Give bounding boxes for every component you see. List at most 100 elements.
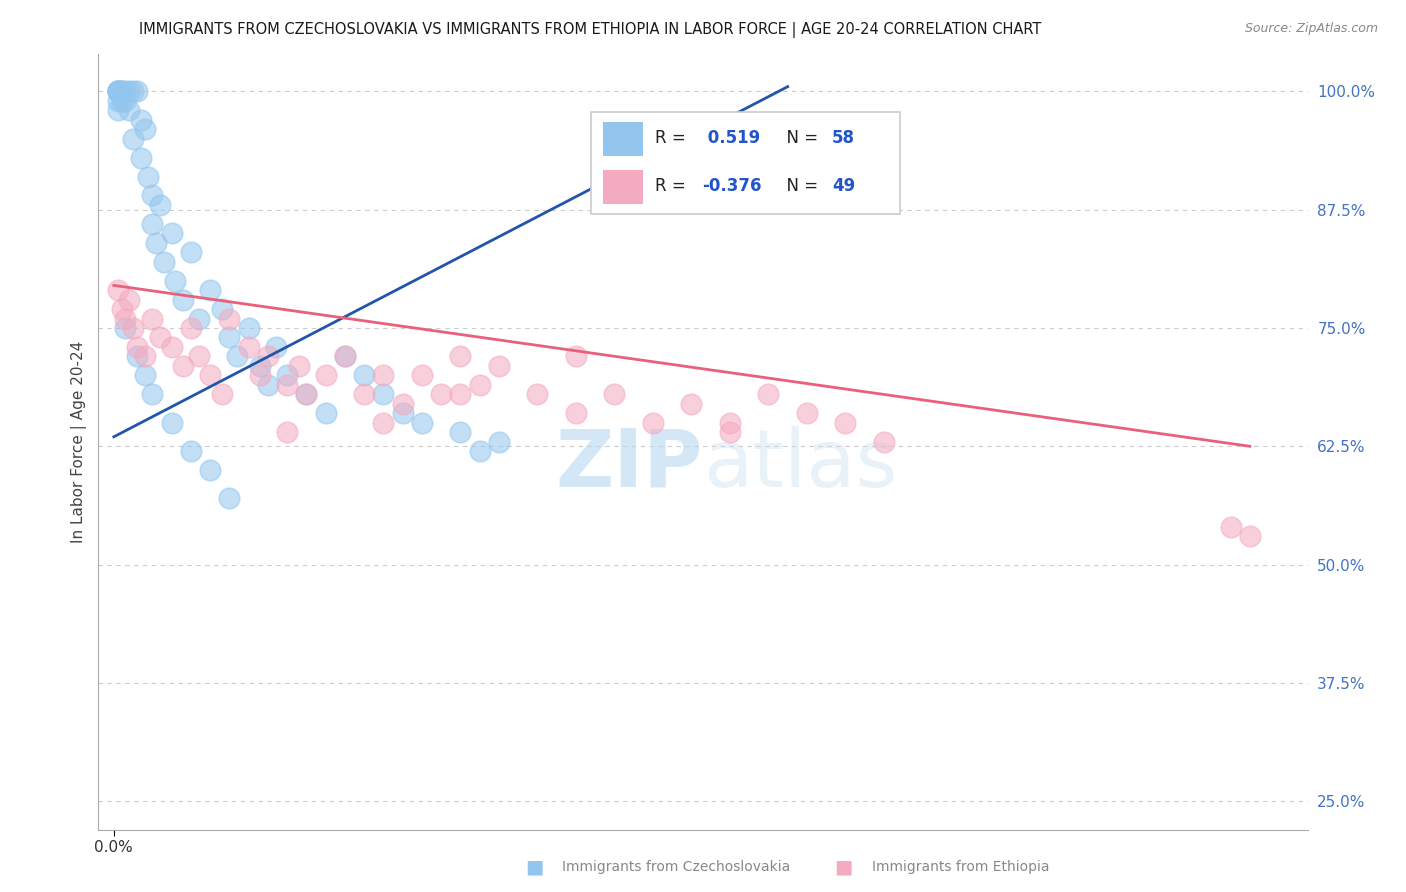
Point bbox=[603, 387, 626, 401]
Point bbox=[565, 350, 588, 364]
Point bbox=[165, 274, 187, 288]
Point bbox=[218, 311, 240, 326]
Point bbox=[373, 387, 395, 401]
Point bbox=[218, 330, 240, 344]
Point bbox=[160, 340, 183, 354]
Point bbox=[834, 416, 856, 430]
Point bbox=[198, 463, 221, 477]
Point bbox=[160, 227, 183, 241]
Text: Immigrants from Czechoslovakia: Immigrants from Czechoslovakia bbox=[562, 860, 790, 874]
Point bbox=[110, 94, 132, 108]
Point bbox=[172, 359, 194, 373]
Point bbox=[145, 235, 167, 250]
Point bbox=[110, 84, 132, 98]
Text: R =: R = bbox=[655, 178, 692, 195]
Point bbox=[488, 434, 510, 449]
Point bbox=[141, 311, 163, 326]
Point bbox=[257, 350, 280, 364]
Point bbox=[129, 151, 152, 165]
Point bbox=[153, 254, 176, 268]
Point bbox=[1239, 529, 1261, 543]
Point bbox=[187, 350, 209, 364]
Point bbox=[134, 122, 156, 136]
Text: 58: 58 bbox=[832, 129, 855, 147]
Point bbox=[122, 131, 145, 145]
Point bbox=[315, 406, 337, 420]
Point bbox=[249, 368, 271, 383]
Point bbox=[488, 359, 510, 373]
Point bbox=[110, 84, 132, 98]
Point bbox=[107, 283, 129, 297]
Point bbox=[218, 491, 240, 506]
Point bbox=[141, 188, 163, 202]
Point bbox=[211, 301, 233, 316]
Point bbox=[198, 368, 221, 383]
Point bbox=[125, 84, 148, 98]
Point bbox=[141, 217, 163, 231]
Point bbox=[107, 94, 129, 108]
Point bbox=[718, 425, 741, 439]
Point bbox=[107, 84, 129, 98]
Point bbox=[565, 406, 588, 420]
Point bbox=[873, 434, 896, 449]
Point bbox=[373, 416, 395, 430]
Point bbox=[391, 406, 413, 420]
Point bbox=[141, 387, 163, 401]
Text: ■: ■ bbox=[834, 857, 853, 877]
Point bbox=[134, 350, 156, 364]
Point bbox=[134, 368, 156, 383]
Point bbox=[226, 350, 249, 364]
Point bbox=[449, 350, 471, 364]
Point bbox=[353, 387, 375, 401]
Point bbox=[211, 387, 233, 401]
Point bbox=[287, 359, 309, 373]
Text: atlas: atlas bbox=[703, 425, 897, 504]
Point bbox=[449, 387, 471, 401]
Point bbox=[118, 84, 141, 98]
Point bbox=[796, 406, 818, 420]
Point bbox=[449, 425, 471, 439]
Point bbox=[122, 84, 145, 98]
Point bbox=[468, 444, 491, 458]
Point bbox=[257, 377, 280, 392]
Point bbox=[122, 321, 145, 335]
Point bbox=[295, 387, 318, 401]
Text: N =: N = bbox=[776, 129, 824, 147]
FancyBboxPatch shape bbox=[603, 122, 643, 155]
Point bbox=[238, 340, 260, 354]
Point bbox=[238, 321, 260, 335]
Point bbox=[149, 330, 172, 344]
Text: N =: N = bbox=[776, 178, 824, 195]
Point bbox=[107, 84, 129, 98]
Point bbox=[681, 397, 703, 411]
Point bbox=[641, 416, 664, 430]
Text: 49: 49 bbox=[832, 178, 855, 195]
Point bbox=[264, 340, 287, 354]
Point bbox=[353, 368, 375, 383]
Point bbox=[110, 301, 132, 316]
Text: ZIP: ZIP bbox=[555, 425, 703, 504]
FancyBboxPatch shape bbox=[603, 170, 643, 204]
Point bbox=[180, 245, 202, 260]
Point bbox=[114, 311, 136, 326]
Point bbox=[249, 359, 271, 373]
Text: -0.376: -0.376 bbox=[702, 178, 762, 195]
Point bbox=[180, 321, 202, 335]
Point bbox=[315, 368, 337, 383]
Point bbox=[526, 387, 548, 401]
Point bbox=[107, 84, 129, 98]
Point bbox=[718, 416, 741, 430]
FancyBboxPatch shape bbox=[591, 112, 900, 214]
Point bbox=[129, 112, 152, 127]
Point bbox=[118, 103, 141, 118]
Point bbox=[114, 321, 136, 335]
Point bbox=[172, 293, 194, 307]
Point bbox=[118, 293, 141, 307]
Point bbox=[180, 444, 202, 458]
Text: 0.519: 0.519 bbox=[702, 129, 761, 147]
Point bbox=[107, 84, 129, 98]
Point bbox=[1219, 519, 1241, 533]
Point bbox=[391, 397, 413, 411]
Point bbox=[758, 387, 780, 401]
Text: R =: R = bbox=[655, 129, 692, 147]
